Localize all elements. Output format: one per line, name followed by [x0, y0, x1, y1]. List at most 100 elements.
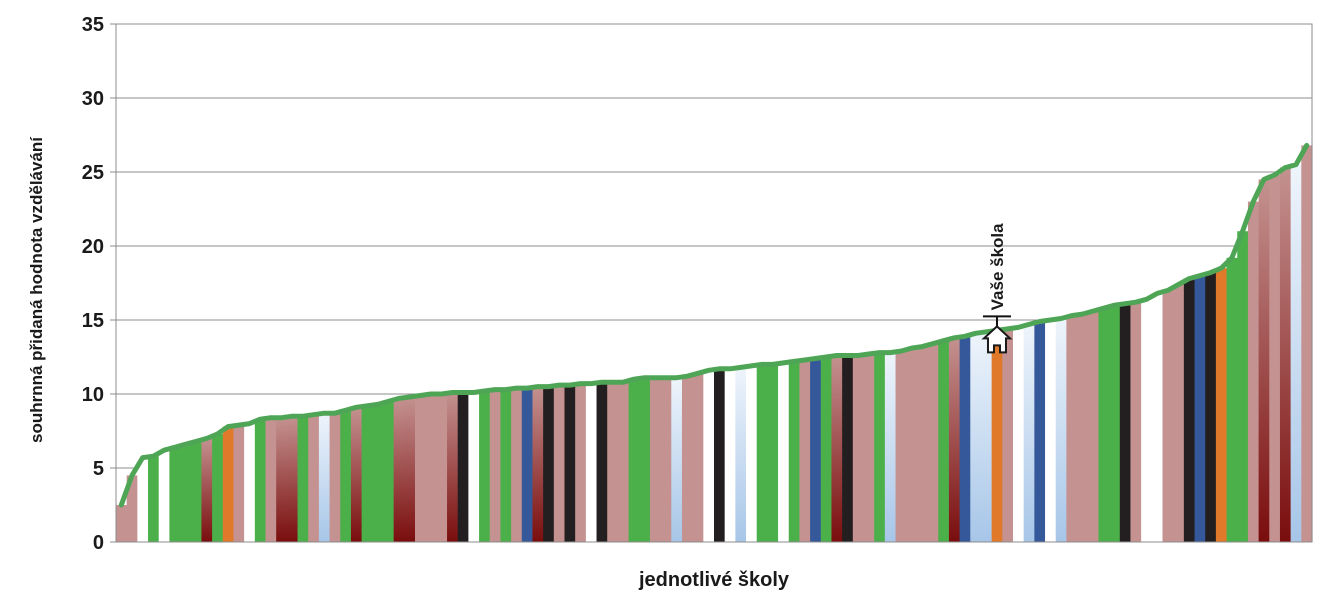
y-tick-label: 0	[93, 532, 104, 554]
bar	[1183, 278, 1196, 542]
bar	[201, 438, 213, 542]
bar	[436, 394, 448, 542]
bar	[361, 405, 373, 542]
bar	[297, 416, 309, 542]
bar	[158, 450, 170, 542]
bar	[233, 425, 245, 542]
bar	[1237, 231, 1249, 542]
bar	[1045, 320, 1057, 542]
bar	[1194, 275, 1206, 542]
bar	[1141, 299, 1153, 542]
bar	[137, 457, 149, 542]
bar	[1215, 268, 1228, 542]
bar	[938, 340, 950, 542]
bar	[1151, 293, 1164, 542]
bar	[511, 388, 523, 542]
bar	[852, 355, 865, 542]
annotation-label: Vaše škola	[988, 223, 1007, 311]
bar	[468, 392, 480, 542]
bar	[1247, 201, 1260, 542]
bar	[1226, 257, 1238, 542]
bar	[596, 382, 608, 542]
y-tick-label: 25	[82, 162, 104, 184]
bar	[831, 355, 843, 542]
bar	[489, 389, 502, 542]
bar	[1301, 145, 1313, 543]
bar	[714, 368, 726, 542]
bar	[254, 419, 267, 542]
bar	[1173, 284, 1185, 542]
bar	[874, 352, 886, 542]
bar	[393, 398, 405, 542]
bar	[948, 337, 961, 542]
bar	[447, 392, 459, 542]
y-axis-ticks: 0 5 10 15 20 25 30 35	[82, 14, 116, 554]
bar	[148, 456, 160, 542]
bar	[543, 386, 555, 542]
bar	[265, 417, 277, 542]
bar	[244, 423, 256, 542]
bar	[746, 365, 758, 542]
bar	[180, 444, 192, 542]
bar	[318, 413, 331, 542]
bar	[927, 343, 939, 542]
y-tick-label: 35	[82, 14, 104, 36]
bar	[212, 433, 224, 542]
bar	[1258, 179, 1270, 542]
y-axis-title: souhrnná přidaná hodnota vzdělávání	[27, 136, 46, 443]
bar	[1205, 272, 1217, 542]
bar	[884, 352, 897, 542]
bar	[1279, 167, 1292, 542]
bar	[810, 358, 822, 542]
bar	[1023, 324, 1035, 542]
y-tick-label: 20	[82, 236, 104, 258]
bar	[671, 377, 683, 542]
bar	[767, 364, 779, 542]
bar	[1055, 318, 1067, 542]
bar	[169, 447, 181, 542]
bar	[895, 351, 907, 542]
bar	[1130, 302, 1142, 542]
value-line	[118, 142, 1310, 508]
bar	[1002, 328, 1014, 542]
y-tick-label: 30	[82, 88, 104, 110]
bar	[1162, 290, 1174, 542]
bar	[660, 377, 672, 542]
plot-area	[115, 23, 1313, 543]
bar	[126, 475, 138, 542]
bars	[116, 145, 1313, 543]
bar	[532, 386, 544, 542]
y-tick-label: 5	[93, 458, 104, 480]
bar	[575, 383, 587, 542]
bar	[724, 368, 736, 542]
bar	[628, 379, 640, 542]
y-tick-label: 10	[82, 384, 104, 406]
bar	[116, 505, 128, 542]
bar	[415, 395, 427, 542]
bar	[425, 394, 437, 542]
bar	[350, 407, 363, 542]
bar	[959, 336, 971, 542]
bar	[692, 373, 704, 542]
bar	[500, 389, 512, 542]
bar	[1066, 315, 1078, 542]
bar	[585, 383, 598, 542]
bar	[1098, 308, 1110, 542]
bar	[190, 441, 203, 542]
bar	[1087, 311, 1100, 542]
bar	[1034, 321, 1046, 542]
bar	[479, 391, 491, 542]
bar	[820, 357, 833, 542]
bar	[799, 359, 811, 542]
bar	[778, 362, 790, 542]
bar	[286, 416, 299, 542]
bar	[863, 354, 875, 542]
bar	[404, 396, 416, 542]
x-axis-title: jednotlivé školy	[638, 569, 790, 591]
bar	[1269, 174, 1281, 542]
bar	[756, 364, 768, 542]
your-school-marker: Vaše škola	[981, 223, 1013, 354]
bar	[607, 382, 619, 542]
bar	[382, 401, 395, 542]
bar	[788, 361, 801, 542]
